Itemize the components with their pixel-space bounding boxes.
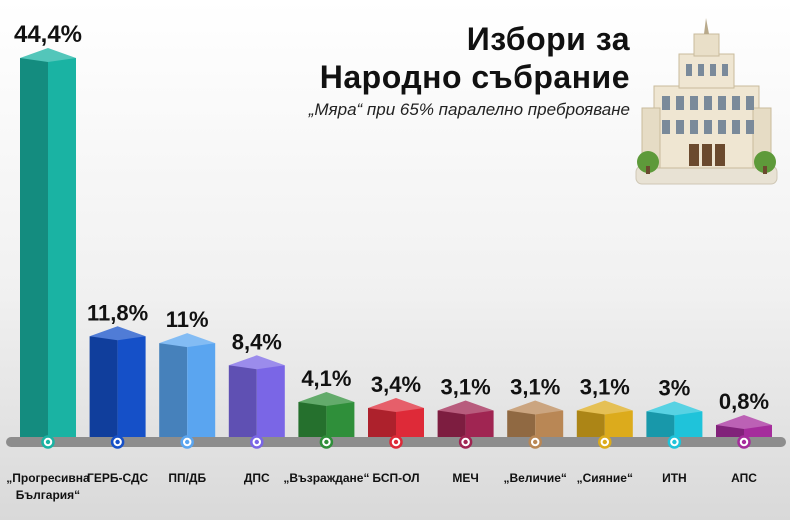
- bar-value-label: 3%: [659, 375, 691, 400]
- bar-top-face: [89, 326, 146, 341]
- bar-left-face: [228, 365, 257, 437]
- bar-axis-marker-dot: [115, 439, 120, 445]
- bar-right-face: [604, 410, 633, 437]
- bar-category-label: ДПС: [244, 471, 270, 485]
- bar-top-face: [298, 392, 355, 407]
- bar-category-label: МЕЧ: [452, 471, 478, 485]
- bar-right-face: [117, 336, 146, 437]
- bar-value-label: 8,4%: [232, 329, 282, 354]
- bar-category-label: БСП-ОЛ: [372, 471, 419, 485]
- bar-right-face: [187, 343, 216, 437]
- bar-right-face: [396, 407, 424, 437]
- chart-subtitle: „Мяра“ при 65% паралелно преброяване: [308, 100, 630, 119]
- bar-category-label: АПС: [731, 471, 757, 485]
- bar-right-face: [535, 410, 564, 437]
- bar-axis-marker-dot: [533, 439, 538, 445]
- bar-left-face: [368, 407, 396, 437]
- bar-axis-marker-dot: [393, 439, 399, 445]
- bar-top-face: [159, 333, 216, 348]
- bar-left-face: [89, 336, 118, 437]
- bar-axis-marker-dot: [185, 439, 190, 445]
- chart-title-line-1: Избори за: [466, 21, 630, 57]
- bar-top-face: [20, 48, 76, 62]
- bar-value-label: 0,8%: [719, 389, 769, 414]
- bar-right-face: [674, 411, 703, 437]
- bar-value-label: 4,1%: [301, 366, 351, 391]
- bar-right-face: [256, 365, 285, 437]
- bar-axis-marker-dot: [324, 439, 329, 445]
- bar-category-label: ПП/ДБ: [168, 471, 206, 485]
- bar-top-face: [646, 401, 703, 416]
- bar-value-label: 11%: [166, 307, 209, 332]
- bar-right-face: [48, 58, 76, 437]
- bar-axis-marker-dot: [45, 439, 51, 445]
- bar-left-face: [437, 410, 466, 437]
- parliament-building-illustration: [635, 18, 778, 185]
- bar-category-label: „Величие“: [504, 471, 567, 485]
- bar-right-face: [465, 410, 494, 437]
- bar-top-face: [507, 400, 564, 415]
- chart-title-block: Избори за Народно събрание „Мяра“ при 65…: [309, 20, 630, 120]
- bar-value-label: 44,4%: [14, 21, 82, 48]
- bar-axis-marker-dot: [463, 439, 468, 445]
- bar-top-face: [576, 400, 633, 415]
- bar-value-label: 3,1%: [580, 375, 630, 400]
- labels-layer: 44,4% „Прогресивна България“ 11,8% ГЕРБ-СДС 1…: [6, 21, 769, 502]
- bar-value-label: 3,1%: [441, 375, 491, 400]
- chart-title-line-2: Народно събрание: [319, 59, 630, 95]
- bar-category-label: „Сияние“: [577, 471, 633, 485]
- bar-axis-marker-dot: [254, 439, 259, 445]
- bar-axis-marker-dot: [741, 439, 747, 445]
- bar-left-face: [646, 411, 675, 437]
- bar-category-label: „Прогресивна: [6, 471, 90, 485]
- bars-layer: [20, 48, 772, 437]
- bar-value-label: 3,4%: [371, 372, 421, 397]
- bar-category-label: ГЕРБ-СДС: [87, 471, 148, 485]
- bar-value-label: 3,1%: [510, 375, 560, 400]
- bar-left-face: [507, 410, 536, 437]
- bar-axis-marker-dot: [602, 439, 607, 445]
- markers-layer: [41, 435, 751, 449]
- bar-category-label: „Възраждане“: [283, 471, 369, 485]
- bar-top-face: [228, 355, 285, 370]
- bar-left-face: [576, 410, 605, 437]
- bar-value-label: 11,8%: [87, 300, 148, 325]
- bar-left-face: [298, 402, 327, 437]
- bar-category-label: ИТН: [662, 471, 687, 485]
- bar-left-face: [159, 343, 188, 437]
- bar-right-face: [326, 402, 355, 437]
- bar-axis-marker-dot: [672, 439, 677, 445]
- bar-top-face: [368, 397, 424, 412]
- bar-top-face: [716, 415, 772, 429]
- bar-left-face: [20, 58, 48, 437]
- bar-top-face: [437, 400, 494, 415]
- bar-category-label: България“: [16, 488, 80, 502]
